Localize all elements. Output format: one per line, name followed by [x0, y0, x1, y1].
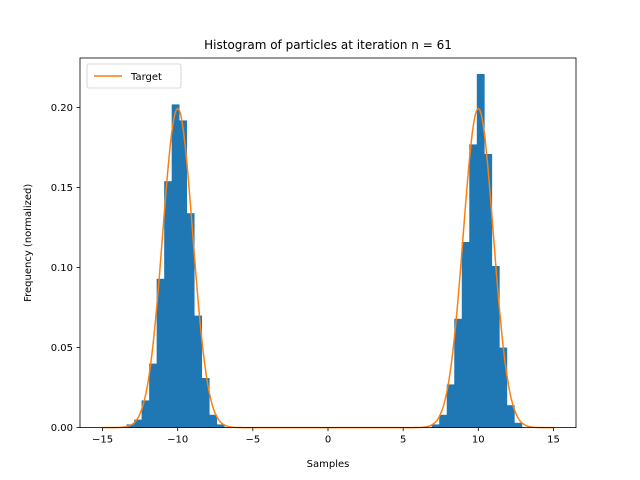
histogram-bar	[186, 213, 195, 428]
x-tick-label: 0	[325, 435, 331, 446]
histogram-bar	[201, 378, 210, 428]
y-tick-label: 0.10	[51, 263, 73, 274]
legend-label-target: Target	[130, 72, 162, 83]
legend: Target	[86, 63, 182, 89]
histogram-bar	[171, 104, 180, 428]
histogram-bar	[164, 181, 172, 428]
y-axis-label: Frequency (normalized)	[23, 184, 34, 302]
histogram-bar	[216, 424, 225, 428]
x-tick-label: 5	[400, 435, 406, 446]
histogram-bars	[126, 74, 523, 428]
histogram-bar	[454, 318, 463, 428]
histogram-bar	[194, 315, 203, 428]
histogram-bar	[484, 154, 493, 428]
x-tick-label: 15	[547, 435, 560, 446]
histogram-bar	[499, 347, 508, 428]
x-axis-label: Samples	[307, 459, 350, 470]
histogram-bar	[514, 422, 523, 428]
histogram-bar	[134, 419, 142, 428]
histogram-bar	[469, 144, 478, 428]
y-tick-label: 0.20	[51, 103, 73, 114]
histogram-bar	[431, 424, 440, 428]
histogram-bar	[209, 414, 218, 428]
x-tick-label: −5	[245, 435, 260, 446]
y-tick-label: 0.00	[51, 423, 73, 434]
histogram-bar	[506, 405, 515, 428]
y-tick-label: 0.15	[51, 183, 73, 194]
y-tick-label: 0.05	[51, 343, 73, 354]
y-axis-ticks: 0.00 0.05 0.10 0.15 0.20	[51, 103, 80, 434]
histogram-bar	[149, 363, 157, 428]
histogram-bar	[141, 400, 150, 428]
x-tick-label: −15	[92, 435, 113, 446]
x-tick-label: 10	[472, 435, 485, 446]
histogram-bar	[476, 74, 485, 428]
histogram-bar	[446, 384, 455, 428]
x-tick-label: −10	[167, 435, 188, 446]
histogram-bar	[461, 242, 470, 428]
histogram-bar	[491, 266, 500, 428]
histogram-bar	[439, 414, 448, 428]
histogram-bar	[156, 278, 165, 428]
chart-title: Histogram of particles at iteration n = …	[204, 38, 452, 52]
histogram-bar	[179, 120, 188, 428]
legend-box	[86, 63, 182, 89]
x-axis-ticks: −15 −10 −5 0 5 10 15	[92, 427, 560, 446]
